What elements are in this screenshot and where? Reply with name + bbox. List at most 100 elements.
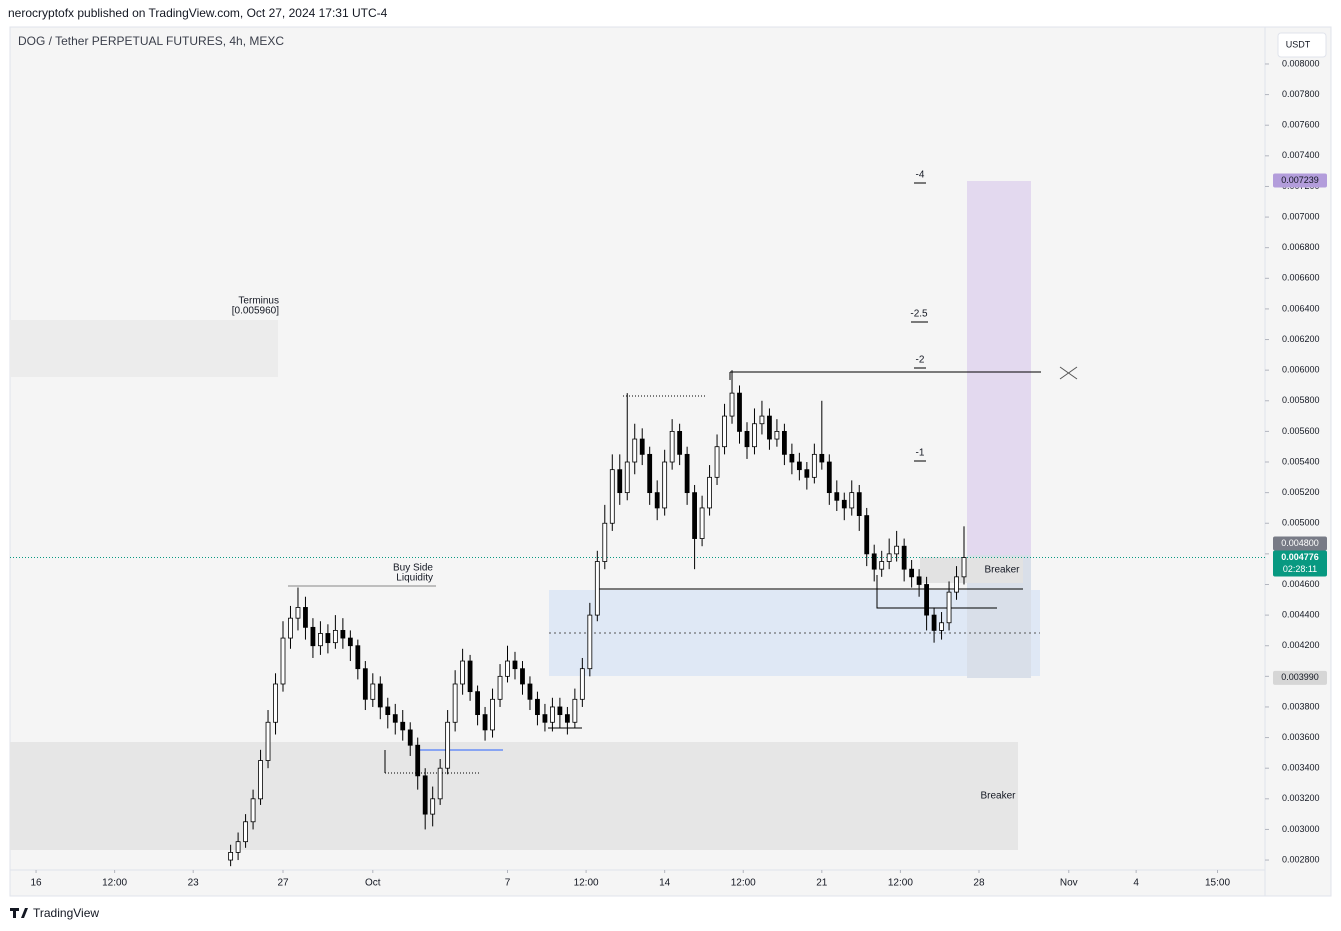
- y-tick-label: 0.006000: [1282, 365, 1320, 375]
- footer: TradingView: [33, 906, 99, 920]
- candle-body: [325, 633, 331, 644]
- candle-body: [490, 698, 495, 731]
- candle-body: [767, 415, 772, 440]
- fib-label: -1: [916, 448, 925, 459]
- candle-body: [235, 841, 241, 853]
- annotation: [0.005960]: [232, 306, 279, 317]
- candle-body: [707, 476, 712, 509]
- candle-body: [924, 584, 929, 616]
- y-tick-label: 0.008000: [1282, 58, 1320, 68]
- y-tick-label: 0.003800: [1282, 701, 1320, 711]
- y-tick-label: 0.004600: [1282, 579, 1320, 589]
- candle-body: [617, 469, 623, 494]
- candle-body: [684, 453, 690, 494]
- candle-body: [557, 706, 563, 716]
- candle-body: [879, 561, 885, 570]
- currency-button[interactable]: [1277, 32, 1327, 58]
- x-tick-label: Nov: [1060, 878, 1078, 889]
- x-tick-label: 28: [973, 878, 985, 889]
- candle-body: [265, 721, 271, 761]
- x-tick-label: 23: [188, 878, 200, 889]
- x-tick-label: 21: [816, 878, 828, 889]
- x-tick-label: 14: [659, 878, 671, 889]
- candle-body: [527, 683, 533, 700]
- candle-body: [781, 430, 787, 455]
- candle-body: [407, 729, 413, 746]
- x-tick-label: 7: [505, 878, 511, 889]
- candle-body: [572, 698, 578, 723]
- candle-body: [392, 714, 398, 723]
- candle-body: [804, 469, 810, 478]
- candle-body: [243, 821, 248, 843]
- price-tag: [1273, 173, 1327, 188]
- candle-body: [535, 698, 540, 716]
- candle-body: [774, 430, 780, 440]
- candle-body: [250, 798, 256, 823]
- candle-body: [288, 617, 293, 639]
- y-tick-label: 0.006800: [1282, 242, 1320, 252]
- candle-body: [512, 660, 518, 670]
- y-tick-label: 0.003400: [1282, 763, 1320, 773]
- candle-body: [901, 545, 907, 570]
- candle-body: [834, 492, 840, 501]
- candle-body: [475, 691, 480, 716]
- candle-body: [624, 461, 630, 494]
- y-tick-label: 0.007400: [1282, 150, 1320, 160]
- candle-body: [273, 683, 278, 723]
- candle-body: [579, 668, 585, 700]
- y-tick-label: 0.005600: [1282, 426, 1320, 436]
- y-tick-label: 0.004200: [1282, 640, 1320, 650]
- y-tick-label: 0.007800: [1282, 89, 1320, 99]
- candle-body: [632, 438, 638, 463]
- candle-body: [939, 622, 944, 631]
- candle-body: [826, 461, 832, 494]
- candle-body: [729, 392, 735, 417]
- candle-body: [355, 645, 361, 670]
- candle-body: [954, 576, 959, 593]
- candle-body: [520, 668, 525, 685]
- candle-body: [497, 675, 503, 700]
- last-price-label: 0.004776: [1281, 552, 1319, 562]
- candle-body: [752, 423, 757, 448]
- price-tag: [1273, 536, 1327, 551]
- currency[interactable]: USDT: [1286, 39, 1311, 49]
- x-tick-label: 12:00: [731, 878, 756, 889]
- y-tick-label: 0.002800: [1282, 854, 1320, 864]
- candle-body: [699, 507, 705, 539]
- x-tick-label: 12:00: [888, 878, 913, 889]
- candle-body: [841, 499, 847, 509]
- price-tag-label: 0.003990: [1281, 672, 1319, 682]
- candle-body: [737, 392, 742, 432]
- candle-body: [714, 446, 720, 478]
- candle-body: [609, 469, 615, 524]
- candle-body: [467, 660, 473, 693]
- x-tick-label: 12:00: [574, 878, 599, 889]
- candle-body: [639, 438, 645, 455]
- target-zone: [967, 181, 1031, 555]
- candle-body: [849, 492, 855, 509]
- candle-body: [385, 706, 391, 716]
- y-tick-label: 0.005000: [1282, 518, 1320, 528]
- candle-body: [505, 660, 510, 677]
- candle-body: [318, 633, 323, 647]
- candle-body: [856, 492, 862, 516]
- x-tick-label: 16: [30, 878, 42, 889]
- candle-body: [460, 660, 466, 685]
- candle-body: [340, 630, 346, 639]
- drawings: [10, 181, 1078, 850]
- candle-body: [744, 430, 750, 448]
- candle-body: [295, 607, 301, 619]
- candle-body: [258, 760, 263, 800]
- price-tag: [1273, 670, 1327, 685]
- x-tick-label: 15:00: [1205, 878, 1230, 889]
- annotation: Buy Side: [393, 563, 433, 574]
- candle-body: [916, 576, 922, 585]
- candle-body: [796, 461, 802, 471]
- candle-body: [647, 453, 653, 494]
- annotation: Breaker: [984, 565, 1020, 576]
- last-price-tag: [1273, 550, 1327, 577]
- candle-body: [587, 614, 593, 670]
- y-tick-label: 0.003200: [1282, 793, 1320, 803]
- candle-body: [362, 668, 368, 700]
